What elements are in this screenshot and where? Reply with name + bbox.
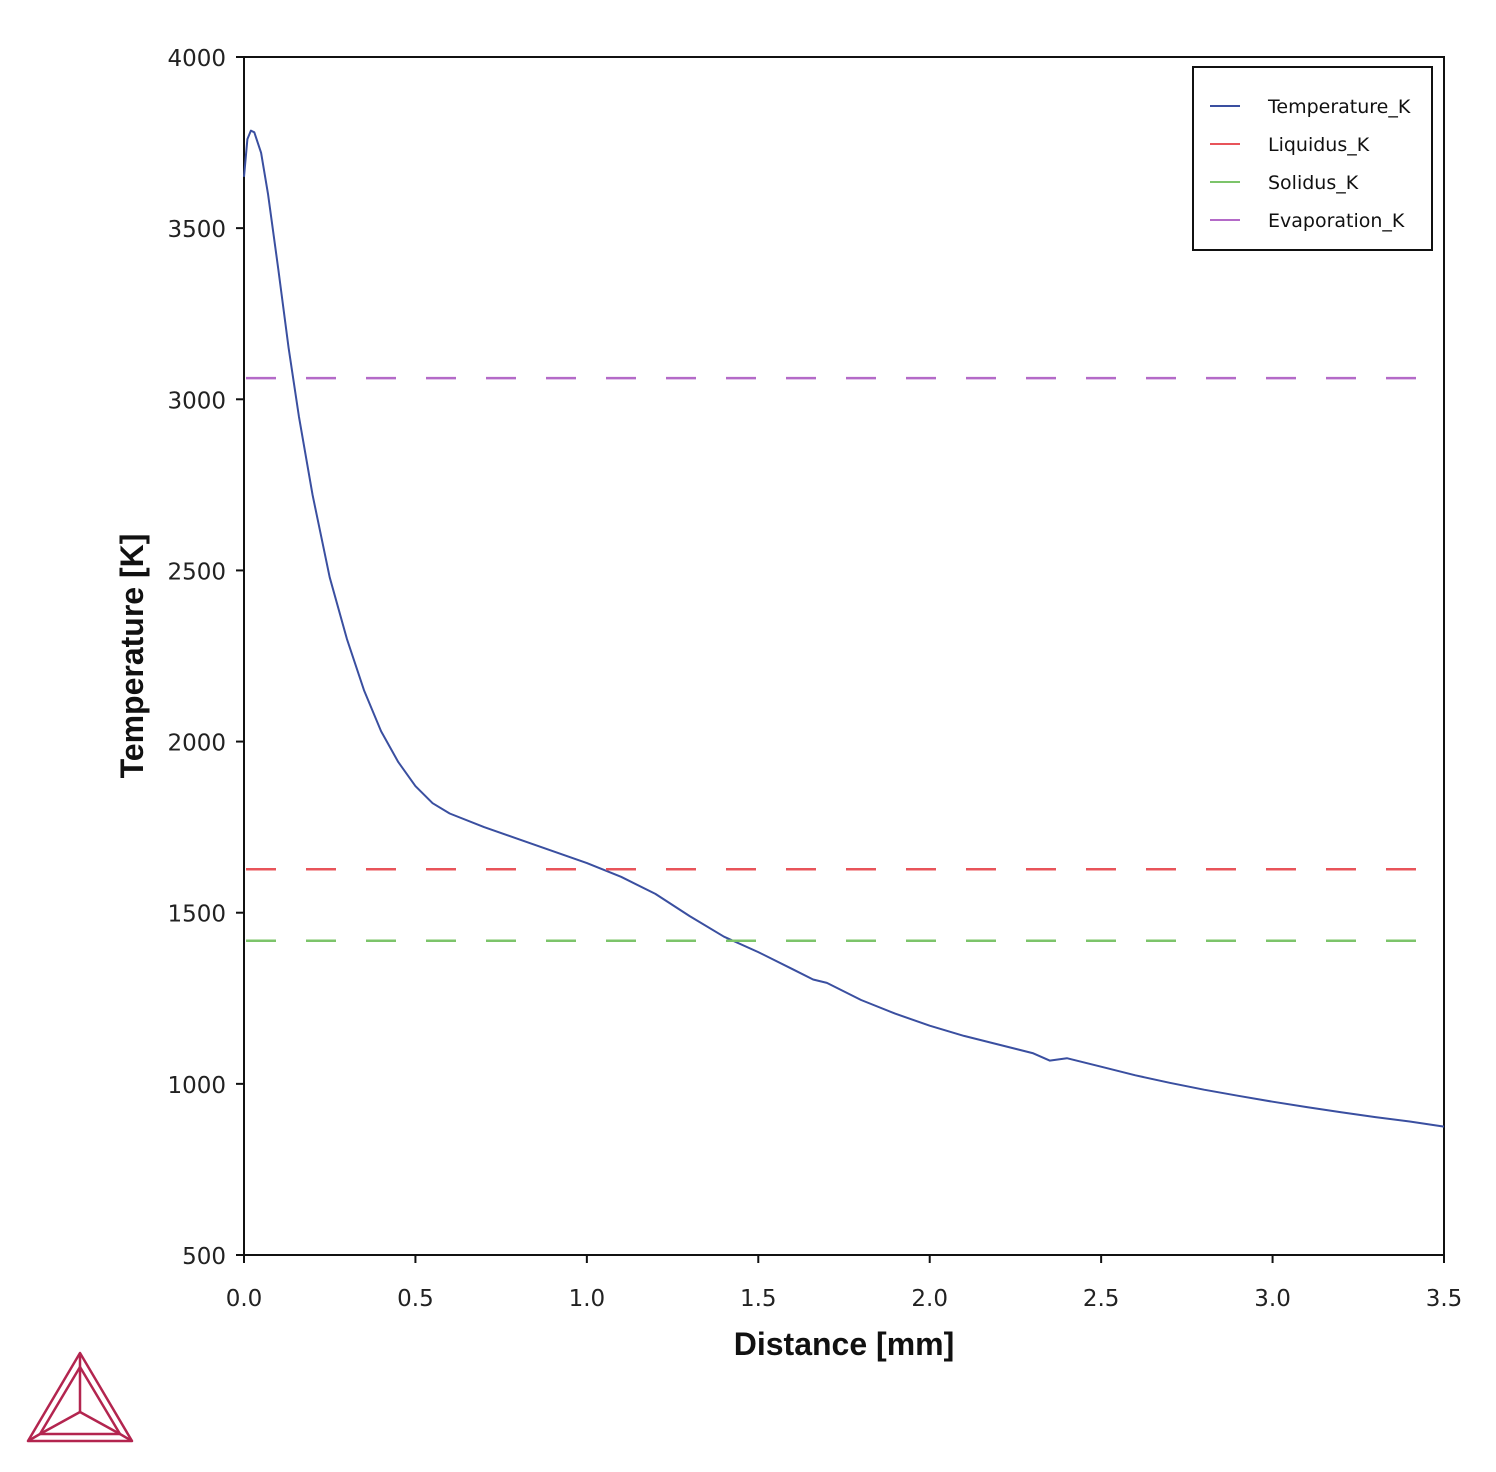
legend-label: Evaporation_K [1268, 210, 1405, 232]
legend-label: Temperature_K [1267, 96, 1411, 118]
thermo-calc-logo-icon [26, 1351, 134, 1443]
y-tick-label: 3000 [167, 388, 226, 414]
x-tick-label: 2.0 [911, 1286, 948, 1312]
legend-label: Solidus_K [1268, 172, 1359, 194]
y-axis-title: Temperature [K] [114, 534, 150, 779]
x-tick-label: 2.5 [1083, 1286, 1120, 1312]
ticks-layer: 0.0 0.5 1.0 1.5 2.0 2.5 3.0 3.5 500 1000 1500 2000 2… [167, 46, 1462, 1312]
y-tick-label: 500 [182, 1244, 226, 1270]
legend-label: Liquidus_K [1268, 134, 1370, 156]
series-line-temperature-k [243, 129, 1445, 1128]
x-tick-label: 1.0 [569, 1286, 606, 1312]
x-tick-label: 0.0 [226, 1286, 263, 1312]
x-tick-label: 1.5 [740, 1286, 777, 1312]
legend: Temperature_K Liquidus_K Solidus_K Evaporat… [1192, 66, 1433, 251]
series-layer [243, 129, 1445, 1128]
y-tick-label: 3500 [167, 217, 226, 243]
y-tick-label: 4000 [167, 46, 226, 72]
y-tick-label: 1500 [167, 902, 226, 928]
x-tick-label: 0.5 [397, 1286, 434, 1312]
y-tick-label: 1000 [167, 1073, 226, 1099]
y-tick-label: 2500 [167, 559, 226, 585]
x-axis-title: Distance [mm] [734, 1326, 955, 1362]
x-tick-label: 3.5 [1426, 1286, 1463, 1312]
plot-frame [243, 56, 1445, 1256]
x-tick-label: 3.0 [1254, 1286, 1291, 1312]
y-tick-label: 2000 [167, 731, 226, 757]
